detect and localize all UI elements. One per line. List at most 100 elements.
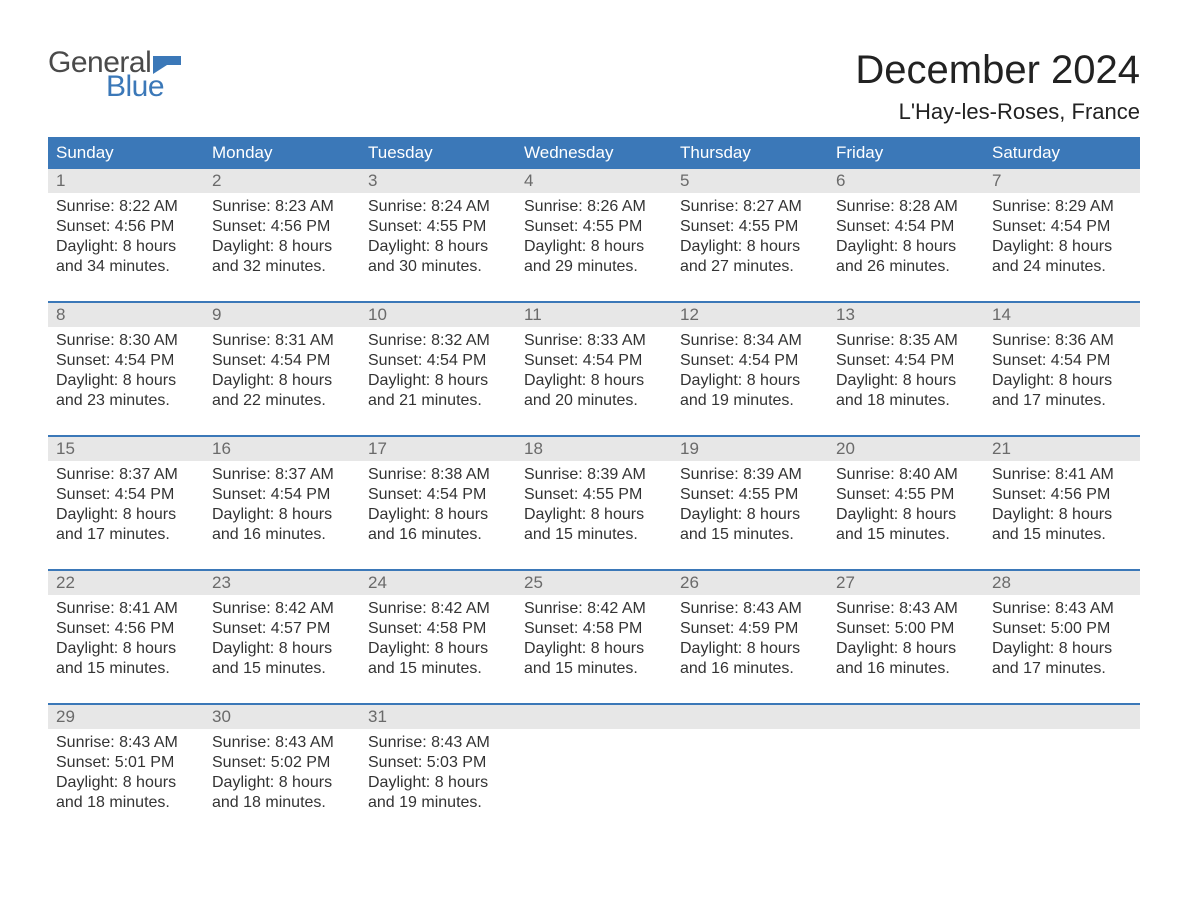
dl1-text: Daylight: 8 hours [680,371,820,391]
dl1-text: Daylight: 8 hours [524,639,664,659]
day-cell: 7 Sunrise: 8:29 AMSunset: 4:54 PMDaylight… [984,169,1140,277]
day-cell: 17Sunrise: 8:38 AMSunset: 4:54 PMDayligh… [360,437,516,545]
sunset-text: Sunset: 4:55 PM [524,485,664,505]
sunrise-text: Sunrise: 8:24 AM [368,197,508,217]
week-row: 29Sunrise: 8:43 AMSunset: 5:01 PMDayligh… [48,703,1140,813]
dl1-text: Daylight: 8 hours [992,505,1132,525]
day-number-row: 15 [48,437,204,461]
day-cell: 30Sunrise: 8:43 AMSunset: 5:02 PMDayligh… [204,705,360,813]
dl1-text: Daylight: 8 hours [524,371,664,391]
dl2-text: and 15 minutes. [680,525,820,545]
sunset-text: Sunset: 4:56 PM [992,485,1132,505]
sunset-text: Sunset: 4:54 PM [368,351,508,371]
day-number: 2 [212,171,221,190]
day-body: Sunrise: 8:29 AMSunset: 4:54 PMDaylight:… [992,193,1132,277]
day-number-row: 30 [204,705,360,729]
sunrise-text: Sunrise: 8:23 AM [212,197,352,217]
sunset-text: Sunset: 4:55 PM [836,485,976,505]
sunset-text: Sunset: 4:54 PM [212,485,352,505]
sunrise-text: Sunrise: 8:32 AM [368,331,508,351]
sunset-text: Sunset: 4:54 PM [836,351,976,371]
dl2-text: and 17 minutes. [992,659,1132,679]
sunrise-text: Sunrise: 8:37 AM [212,465,352,485]
sunrise-text: Sunrise: 8:42 AM [524,599,664,619]
day-number: 31 [368,707,387,726]
day-cell: 11Sunrise: 8:33 AMSunset: 4:54 PMDayligh… [516,303,672,411]
sunrise-text: Sunrise: 8:35 AM [836,331,976,351]
sunrise-text: Sunrise: 8:43 AM [56,733,196,753]
day-number: 5 [680,171,689,190]
day-cell: 6Sunrise: 8:28 AMSunset: 4:54 PMDaylight… [828,169,984,277]
day-number: 26 [680,573,699,592]
day-number-row: 11 [516,303,672,327]
day-cell [516,705,672,813]
day-number-row: 17 [360,437,516,461]
sunrise-text: Sunrise: 8:43 AM [680,599,820,619]
dl1-text: Daylight: 8 hours [836,505,976,525]
day-number: 3 [368,171,377,190]
sunrise-text: Sunrise: 8:43 AM [836,599,976,619]
day-number [836,707,841,726]
dl2-text: and 32 minutes. [212,257,352,277]
dl1-text: Daylight: 8 hours [368,371,508,391]
day-number-row: 19 [672,437,828,461]
dl2-text: and 22 minutes. [212,391,352,411]
day-number: 7 [992,171,1001,190]
day-cell: 1Sunrise: 8:22 AMSunset: 4:56 PMDaylight… [48,169,204,277]
day-body: Sunrise: 8:26 AMSunset: 4:55 PMDaylight:… [524,193,664,277]
dl2-text: and 29 minutes. [524,257,664,277]
day-body: Sunrise: 8:43 AMSunset: 5:00 PMDaylight:… [992,595,1132,679]
sunset-text: Sunset: 5:01 PM [56,753,196,773]
dl2-text: and 16 minutes. [680,659,820,679]
dl1-text: Daylight: 8 hours [212,505,352,525]
dl1-text: Daylight: 8 hours [836,237,976,257]
day-body: Sunrise: 8:38 AMSunset: 4:54 PMDaylight:… [368,461,508,545]
day-number: 23 [212,573,231,592]
sunset-text: Sunset: 4:56 PM [56,217,196,237]
day-body: Sunrise: 8:43 AMSunset: 5:01 PMDaylight:… [56,729,196,813]
dl2-text: and 18 minutes. [212,793,352,813]
day-number-row: 6 [828,169,984,193]
day-body: Sunrise: 8:41 AMSunset: 4:56 PMDaylight:… [992,461,1132,545]
dl1-text: Daylight: 8 hours [368,505,508,525]
dl1-text: Daylight: 8 hours [56,237,196,257]
day-header: Friday [828,137,984,169]
sunrise-text: Sunrise: 8:30 AM [56,331,196,351]
day-number: 20 [836,439,855,458]
dl2-text: and 15 minutes. [56,659,196,679]
day-number-row: 29 [48,705,204,729]
day-number: 14 [992,305,1011,324]
day-cell: 5Sunrise: 8:27 AMSunset: 4:55 PMDaylight… [672,169,828,277]
sunset-text: Sunset: 4:58 PM [368,619,508,639]
day-body: Sunrise: 8:41 AMSunset: 4:56 PMDaylight:… [56,595,196,679]
day-body: Sunrise: 8:30 AMSunset: 4:54 PMDaylight:… [56,327,196,411]
dl2-text: and 15 minutes. [836,525,976,545]
sunset-text: Sunset: 4:55 PM [524,217,664,237]
sunrise-text: Sunrise: 8:41 AM [56,599,196,619]
day-number: 24 [368,573,387,592]
day-number: 13 [836,305,855,324]
sunrise-text: Sunrise: 8:43 AM [368,733,508,753]
day-number: 16 [212,439,231,458]
dl2-text: and 15 minutes. [212,659,352,679]
dl1-text: Daylight: 8 hours [524,237,664,257]
dl2-text: and 19 minutes. [680,391,820,411]
day-body: Sunrise: 8:22 AMSunset: 4:56 PMDaylight:… [56,193,196,277]
day-number-row: 25 [516,571,672,595]
day-cell: 4Sunrise: 8:26 AMSunset: 4:55 PMDaylight… [516,169,672,277]
day-header: Thursday [672,137,828,169]
dl2-text: and 16 minutes. [212,525,352,545]
day-cell: 16 Sunrise: 8:37 AMSunset: 4:54 PMDayligh… [204,437,360,545]
day-number-row: 2 [204,169,360,193]
sunrise-text: Sunrise: 8:34 AM [680,331,820,351]
sunrise-text: Sunrise: 8:31 AM [212,331,352,351]
day-header: Monday [204,137,360,169]
sunset-text: Sunset: 4:54 PM [56,485,196,505]
sunrise-text: Sunrise: 8:27 AM [680,197,820,217]
day-number [524,707,529,726]
day-number-row: 23 [204,571,360,595]
day-body: Sunrise: 8:43 AMSunset: 5:00 PMDaylight:… [836,595,976,679]
day-cell: 15Sunrise: 8:37 AMSunset: 4:54 PMDayligh… [48,437,204,545]
day-number-row [672,705,828,729]
day-number-row [828,705,984,729]
